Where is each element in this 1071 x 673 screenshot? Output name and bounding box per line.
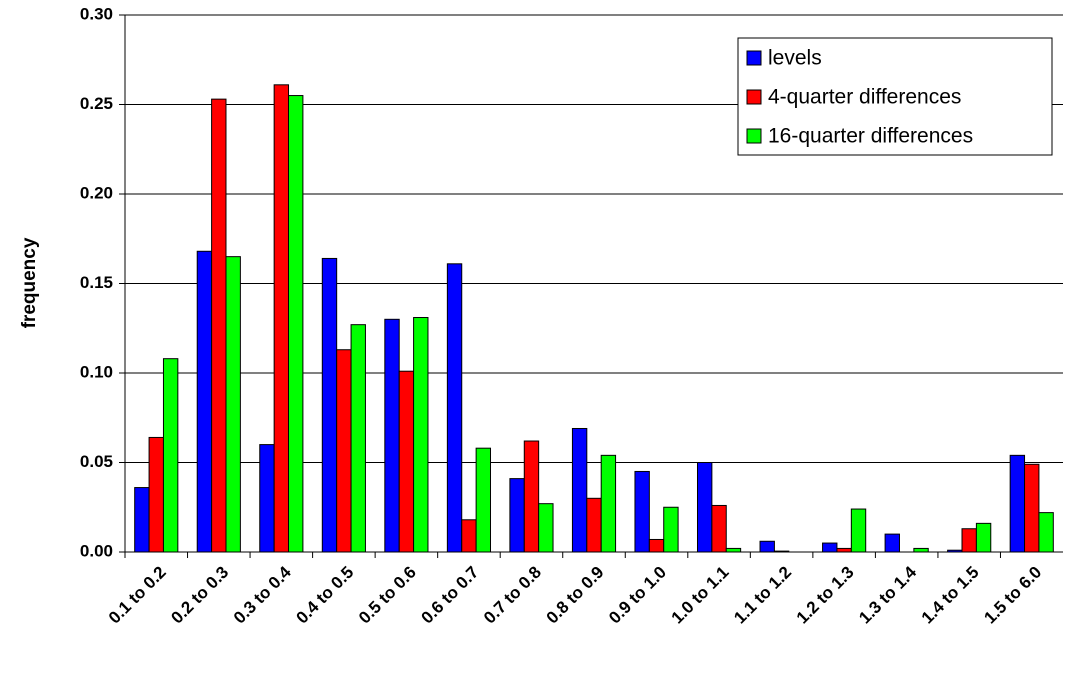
x-tick-label: 0.7 to 0.8 bbox=[480, 563, 545, 628]
bar bbox=[225, 256, 241, 553]
bar bbox=[850, 508, 867, 553]
x-tick-label: 0.6 to 0.7 bbox=[418, 563, 483, 628]
bar bbox=[711, 504, 727, 553]
bar bbox=[600, 454, 617, 553]
bar bbox=[321, 257, 338, 553]
y-tick-label: 0.15 bbox=[80, 273, 113, 292]
bar bbox=[538, 503, 554, 553]
bar bbox=[961, 528, 977, 553]
bar bbox=[975, 522, 992, 553]
bar bbox=[509, 478, 525, 553]
bar bbox=[413, 317, 429, 553]
bar bbox=[1009, 454, 1026, 553]
y-axis-label: frequency bbox=[19, 237, 40, 328]
y-tick-label: 0.20 bbox=[80, 183, 113, 202]
legend-label: 4-quarter differences bbox=[768, 86, 961, 109]
x-tick-label: 1.0 to 1.1 bbox=[668, 563, 733, 628]
bar bbox=[211, 98, 227, 553]
legend-swatch bbox=[746, 50, 762, 66]
bar bbox=[134, 487, 150, 553]
y-tick-label: 0.05 bbox=[80, 452, 113, 471]
x-tick-label: 1.1 to 1.2 bbox=[730, 563, 795, 628]
x-tick-label: 0.9 to 1.0 bbox=[605, 563, 670, 628]
x-tick-label: 0.8 to 0.9 bbox=[543, 563, 608, 628]
bar bbox=[663, 506, 679, 553]
bar bbox=[1024, 463, 1040, 553]
bar bbox=[725, 547, 742, 553]
x-tick-label: 1.4 to 1.5 bbox=[918, 563, 983, 628]
bar bbox=[648, 538, 665, 553]
bar bbox=[571, 427, 588, 553]
y-tick-label: 0.30 bbox=[80, 4, 113, 23]
bar bbox=[259, 444, 275, 553]
x-tick-label: 0.3 to 0.4 bbox=[230, 562, 295, 627]
bar bbox=[336, 349, 352, 553]
legend-swatch bbox=[746, 89, 762, 105]
bar bbox=[461, 519, 477, 553]
bar bbox=[884, 533, 900, 553]
bar bbox=[196, 250, 213, 553]
bar bbox=[759, 540, 775, 553]
bar bbox=[913, 547, 929, 553]
legend-label: levels bbox=[768, 47, 822, 70]
bar bbox=[822, 542, 838, 553]
legend-box bbox=[737, 37, 1053, 156]
bar bbox=[523, 440, 540, 553]
bar bbox=[288, 95, 304, 553]
bar bbox=[148, 436, 164, 553]
x-tick-label: 1.5 to 6.0 bbox=[980, 563, 1045, 628]
y-tick-label: 0.25 bbox=[80, 94, 113, 113]
y-tick-label: 0.00 bbox=[80, 541, 113, 560]
bar bbox=[162, 358, 179, 553]
bar bbox=[634, 470, 650, 553]
legend-label: 16-quarter differences bbox=[768, 125, 973, 148]
x-tick-label: 1.3 to 1.4 bbox=[855, 562, 920, 627]
bar bbox=[350, 324, 366, 553]
x-tick-label: 0.4 to 0.5 bbox=[292, 563, 357, 628]
legend-swatch bbox=[746, 128, 762, 144]
x-tick-label: 1.2 to 1.3 bbox=[793, 563, 858, 628]
y-tick-label: 0.10 bbox=[80, 362, 113, 381]
bar bbox=[446, 263, 463, 553]
bar bbox=[586, 497, 602, 553]
bar bbox=[1038, 512, 1054, 553]
bar bbox=[836, 547, 852, 553]
x-tick-label: 0.1 to 0.2 bbox=[105, 563, 170, 628]
bar bbox=[273, 84, 290, 553]
bar bbox=[398, 370, 415, 553]
bar bbox=[696, 462, 713, 553]
x-tick-label: 0.2 to 0.3 bbox=[167, 563, 232, 628]
bar bbox=[384, 318, 400, 553]
bar bbox=[475, 447, 492, 553]
x-tick-label: 0.5 to 0.6 bbox=[355, 563, 420, 628]
